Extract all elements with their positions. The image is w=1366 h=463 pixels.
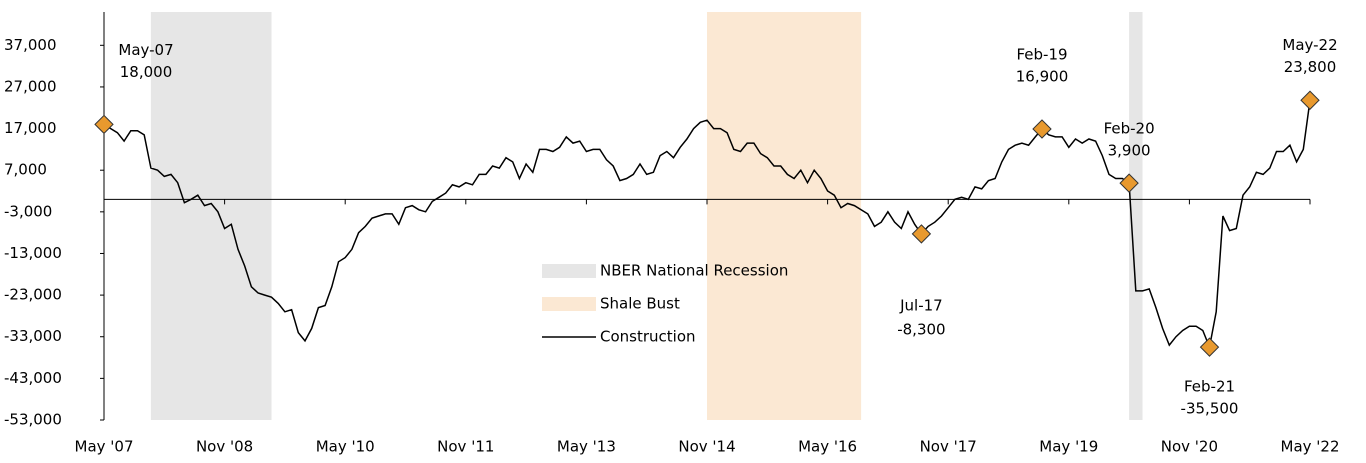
annotation-label: Jul-17	[899, 296, 943, 314]
annotation-value: 23,800	[1284, 58, 1337, 76]
legend-label: Construction	[600, 328, 696, 346]
y-tick-label: -43,000	[4, 369, 62, 387]
annotation-value: 18,000	[120, 63, 173, 81]
legend-swatch	[542, 297, 596, 311]
point-marker	[1119, 173, 1139, 193]
point-marker	[94, 114, 114, 135]
y-tick-label: -3,000	[4, 202, 52, 220]
annotation-label: May-22	[1282, 36, 1337, 54]
y-tick-label: -13,000	[4, 244, 62, 262]
x-tick-label: May '10	[316, 438, 375, 456]
x-tick-label: Nov '17	[920, 438, 977, 456]
y-tick-label: -53,000	[4, 411, 62, 429]
x-tick-label: May '19	[1039, 438, 1098, 456]
shaded-band	[1129, 12, 1143, 420]
x-tick-label: Nov '14	[678, 438, 735, 456]
point-marker	[1199, 337, 1220, 357]
series-line	[103, 100, 1311, 350]
y-tick-label: 27,000	[4, 77, 57, 95]
x-tick-label: Nov '11	[437, 438, 494, 456]
y-tick-label: 37,000	[4, 36, 57, 54]
legend-label: NBER National Recession	[600, 262, 788, 280]
y-tick-label: -23,000	[4, 286, 62, 304]
y-tick-label: 7,000	[4, 161, 47, 179]
x-tick-label: Nov '08	[196, 438, 253, 456]
annotation-label: May-07	[118, 41, 173, 59]
point-marker	[1300, 90, 1320, 110]
y-tick-label: -33,000	[4, 327, 62, 345]
shaded-band	[150, 12, 272, 420]
annotation-value: -35,500	[1181, 400, 1239, 418]
legend-label: Shale Bust	[600, 295, 680, 313]
x-tick-label: Nov '20	[1161, 438, 1218, 456]
point-marker	[1032, 119, 1052, 139]
annotation-label: Feb-21	[1184, 378, 1235, 396]
x-tick-label: May '22	[1281, 438, 1340, 456]
annotation-value: 3,900	[1108, 142, 1151, 160]
annotation-value: 16,900	[1016, 67, 1069, 85]
annotation-label: Feb-20	[1104, 120, 1155, 138]
x-tick-label: May '13	[557, 438, 616, 456]
annotation-value: -8,300	[897, 320, 945, 338]
x-tick-label: May '07	[75, 438, 134, 456]
point-marker	[911, 224, 932, 244]
shaded-band	[707, 12, 862, 420]
y-tick-label: 17,000	[4, 119, 57, 137]
annotation-label: Feb-19	[1016, 45, 1067, 63]
x-tick-label: May '16	[798, 438, 857, 456]
legend-swatch	[542, 264, 596, 278]
